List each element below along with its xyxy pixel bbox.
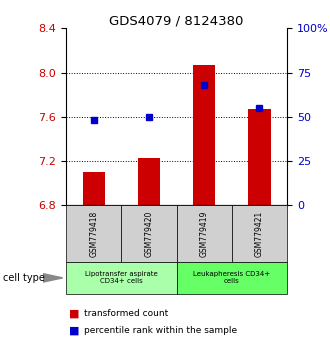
Text: GSM779419: GSM779419	[200, 210, 209, 257]
Text: ■: ■	[69, 326, 80, 336]
Text: percentile rank within the sample: percentile rank within the sample	[84, 326, 237, 336]
Text: Lipotransfer aspirate
CD34+ cells: Lipotransfer aspirate CD34+ cells	[85, 272, 158, 284]
Text: Leukapheresis CD34+
cells: Leukapheresis CD34+ cells	[193, 272, 270, 284]
Polygon shape	[43, 274, 63, 282]
Text: GSM779418: GSM779418	[89, 211, 98, 257]
Text: ■: ■	[69, 308, 80, 318]
Title: GDS4079 / 8124380: GDS4079 / 8124380	[109, 14, 244, 27]
Text: transformed count: transformed count	[84, 309, 168, 318]
Bar	[82, 172, 105, 205]
Bar	[248, 109, 271, 205]
Text: GSM779420: GSM779420	[145, 210, 153, 257]
Text: cell type: cell type	[3, 273, 45, 283]
Bar	[138, 158, 160, 205]
Text: GSM779421: GSM779421	[255, 211, 264, 257]
Bar	[193, 65, 215, 205]
